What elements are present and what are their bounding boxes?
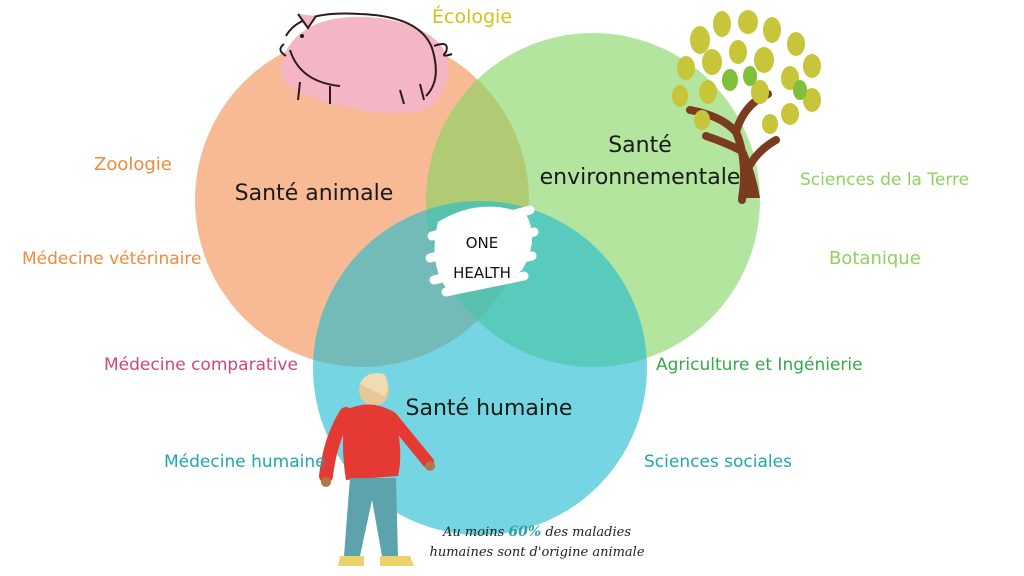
one-health-line2: HEALTH: [453, 264, 511, 282]
environmental-health-title: Santé environnementale: [520, 130, 760, 194]
statistic-percent: 60%: [508, 524, 542, 540]
statistic-note: Au moins 60% des maladies humaines sont …: [412, 522, 662, 563]
discipline-zoologie: Zoologie: [94, 154, 172, 175]
statistic-note-line1: Au moins 60% des maladies: [443, 524, 631, 540]
discipline-medecine-comparative: Médecine comparative: [104, 355, 298, 375]
person-icon: [319, 373, 435, 566]
environmental-health-title-line2: environnementale: [539, 165, 741, 190]
environmental-health-title-line1: Santé: [608, 133, 672, 158]
discipline-medecine-humaine: Médecine humaine: [164, 452, 326, 472]
discipline-sciences-sociales: Sciences sociales: [644, 452, 792, 472]
tree-icon: [672, 10, 821, 204]
discipline-ecologie: Écologie: [432, 6, 513, 28]
discipline-botanique: Botanique: [829, 248, 921, 269]
pig-icon: [279, 12, 453, 114]
discipline-agriculture: Agriculture et Ingénierie: [656, 355, 863, 375]
one-health-label: ONE HEALTH: [432, 228, 532, 288]
discipline-sciences-terre: Sciences de la Terre: [800, 170, 970, 190]
statistic-note-line2: humaines sont d'origine animale: [429, 545, 645, 560]
one-health-line1: ONE: [465, 234, 499, 252]
discipline-medecine-veterinaire: Médecine vétérinaire: [22, 249, 202, 269]
center-scribble: [425, 205, 539, 297]
human-health-title: Santé humaine: [405, 396, 573, 421]
animal-health-title: Santé animale: [234, 181, 394, 206]
